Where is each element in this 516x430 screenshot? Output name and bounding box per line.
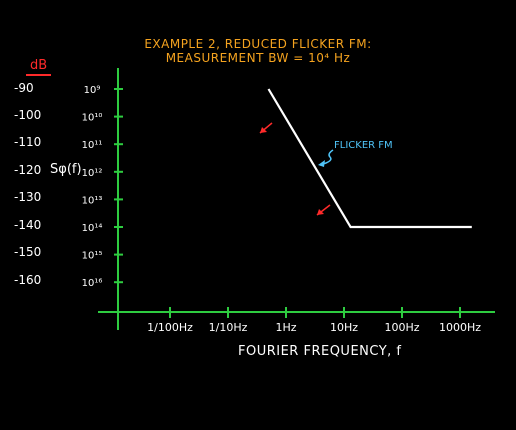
y-tick-label: 10¹¹: [82, 140, 103, 151]
db-label: -140: [14, 218, 42, 232]
annotation-pointer: [319, 149, 334, 166]
chart-subtitle: MEASUREMENT BW = 10⁴ Hz: [165, 51, 351, 65]
chart-title: EXAMPLE 2, REDUCED FLICKER FM:: [144, 37, 372, 51]
y-tick-label: 10¹³: [82, 195, 103, 206]
y-tick-label: 10⁹: [84, 85, 101, 96]
series-line: [267, 88, 472, 229]
db-label: -120: [14, 163, 42, 177]
y-tick-label: 10¹⁴: [82, 223, 103, 234]
x-axis-title: FOURIER FREQUENCY, f: [238, 344, 402, 359]
y-tick-label: 10¹⁶: [82, 278, 103, 289]
red-arrowhead: [260, 127, 267, 133]
y-tick-label: 10¹⁵: [82, 251, 103, 262]
db-label: -110: [14, 135, 42, 149]
y-tick-label: 10¹²: [82, 168, 103, 179]
x-tick-label: 1/100Hz: [147, 321, 193, 334]
flicker-fm-annotation: FLICKER FM: [334, 140, 393, 151]
db-label: -150: [14, 245, 42, 259]
x-tick-label: 1Hz: [275, 321, 296, 334]
x-tick-label: 1/10Hz: [209, 321, 248, 334]
y-axis-label: Sφ(f): [50, 162, 82, 177]
db-label: -130: [14, 190, 42, 204]
y-tick-label: 10¹⁰: [82, 113, 103, 124]
x-tick-label: 1000Hz: [439, 321, 481, 334]
red-arrowhead: [317, 209, 324, 215]
x-tick-label: 10Hz: [330, 321, 358, 334]
annotation-arrowhead: [318, 160, 325, 167]
db-label: -90: [14, 81, 34, 95]
db-label: -160: [14, 273, 42, 287]
db-label: -100: [14, 108, 42, 122]
db-unit-label: dB: [26, 58, 52, 76]
x-tick-label: 100Hz: [384, 321, 419, 334]
